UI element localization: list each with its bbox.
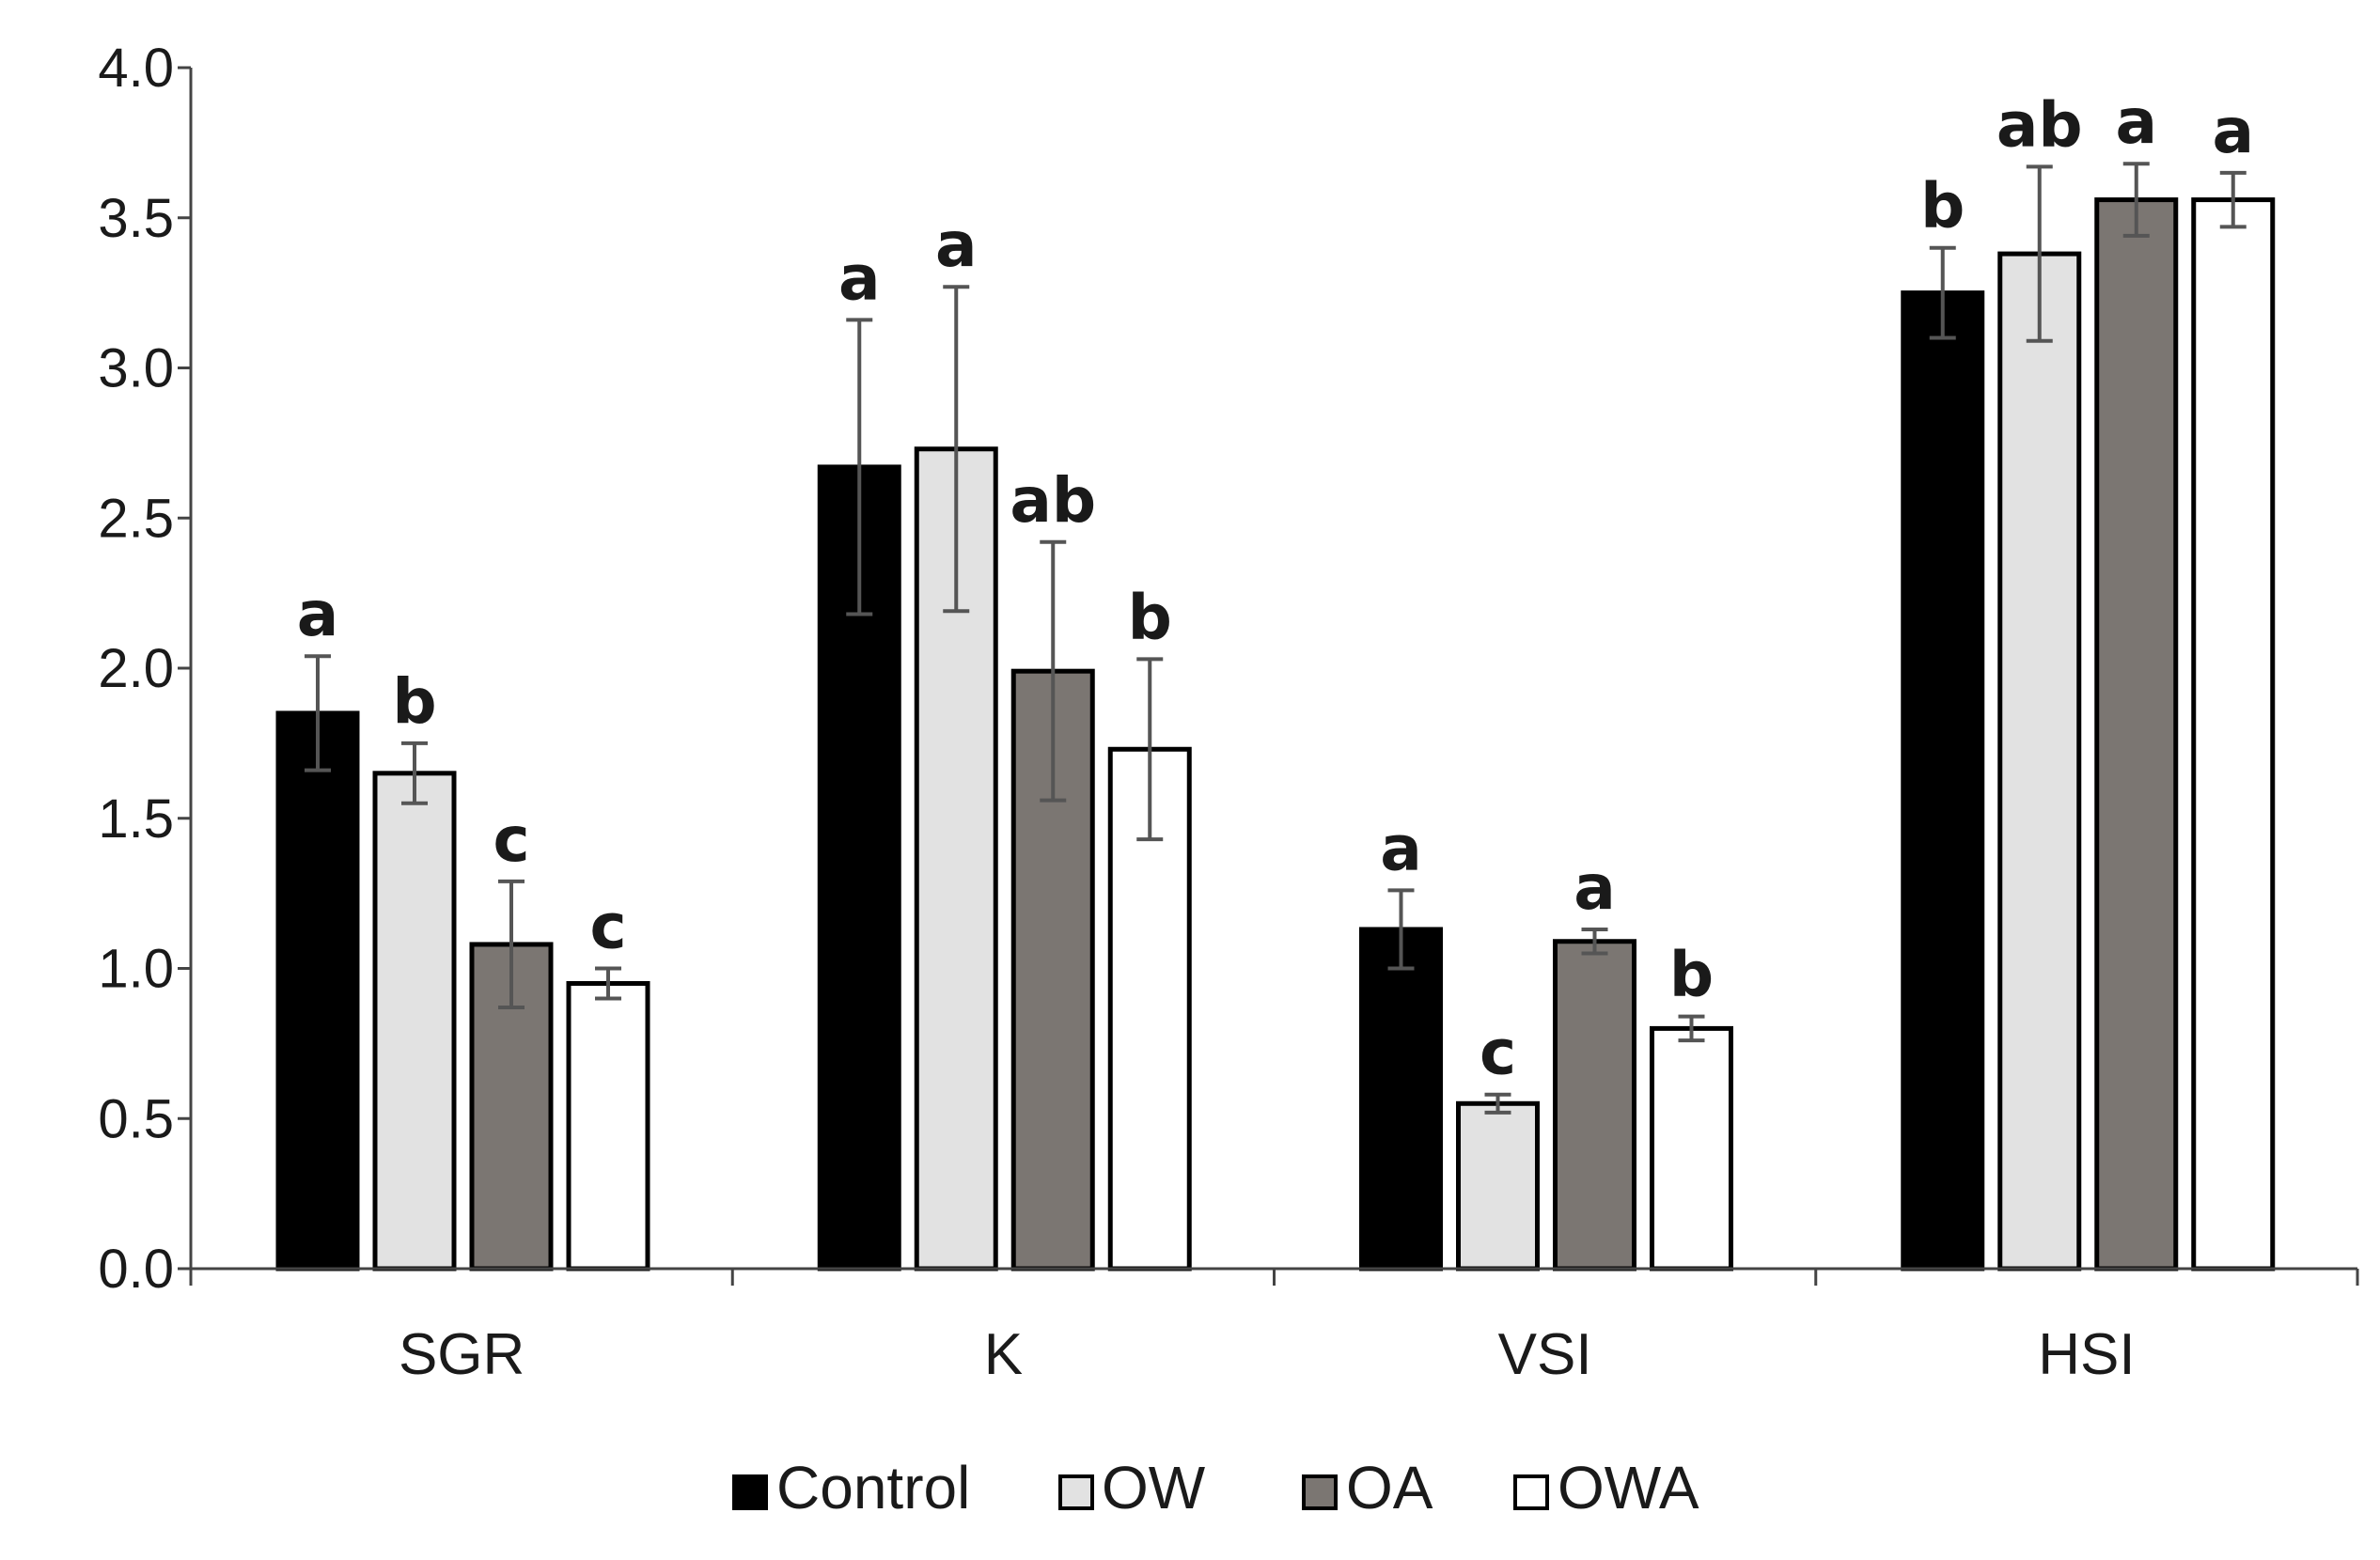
- significance-letter: c: [589, 891, 626, 963]
- category-label-sgr: SGR: [399, 1322, 525, 1387]
- legend-label-ow: OW: [1102, 1454, 1206, 1521]
- bar-owa-sgr: [566, 980, 650, 1271]
- y-tick-label: 3.0: [98, 338, 174, 399]
- bars: [275, 197, 2276, 1271]
- category-label-k: K: [984, 1322, 1023, 1387]
- significance-letter: a: [2115, 86, 2157, 158]
- legend-label-control: Control: [776, 1454, 970, 1521]
- y-tick-label: 0.0: [98, 1239, 174, 1300]
- y-axis-ticks: 0.0 0.5 1.0 1.5 2.0 2.5 3.0 3.5 4.0: [98, 38, 191, 1300]
- legend-label-owa: OWA: [1558, 1454, 1699, 1521]
- bar-control-hsi: [1901, 290, 1985, 1271]
- significance-letter: a: [2212, 95, 2254, 167]
- legend-swatch-control: [732, 1474, 768, 1510]
- y-tick-label: 1.0: [98, 939, 174, 1000]
- bar-control-sgr: [275, 710, 360, 1271]
- legend-swatch-oa: [1302, 1474, 1338, 1510]
- legend-label-oa: OA: [1346, 1454, 1433, 1521]
- legend-swatch-owa: [1513, 1474, 1549, 1510]
- significance-letter: c: [493, 803, 529, 876]
- significance-letter: ab: [1996, 88, 2083, 161]
- bar-ow-vsi: [1456, 1100, 1540, 1271]
- bar-control-vsi: [1359, 927, 1443, 1271]
- legend: Control OW OA OWA: [732, 1454, 1699, 1521]
- bar-owa-hsi: [2191, 197, 2276, 1271]
- significance-letter: a: [297, 578, 339, 650]
- significance-letter: b: [392, 665, 436, 738]
- category-label-hsi: HSI: [2038, 1322, 2135, 1387]
- category-labels: SGR K VSI HSI: [399, 1322, 2136, 1387]
- category-label-vsi: VSI: [1498, 1322, 1592, 1387]
- y-tick-label: 4.0: [98, 38, 174, 99]
- bar-ow-hsi: [1997, 251, 2082, 1271]
- bar-ow-sgr: [372, 771, 457, 1271]
- axes: [189, 68, 2359, 1286]
- significance-letter: a: [838, 242, 881, 314]
- y-tick-label: 2.5: [98, 488, 174, 549]
- bar-owa-vsi: [1650, 1025, 1733, 1271]
- bar-oa-vsi: [1553, 939, 1636, 1271]
- significance-letter: a: [1380, 812, 1422, 884]
- significance-letter: b: [1669, 939, 1714, 1011]
- y-tick-label: 1.5: [98, 788, 174, 850]
- significance-letter: a: [1574, 851, 1616, 924]
- significance-letter: b: [1920, 170, 1965, 242]
- significance-letter: ab: [1010, 464, 1096, 537]
- y-tick-label: 2.0: [98, 638, 174, 699]
- y-tick-label: 0.5: [98, 1088, 174, 1149]
- legend-swatch-ow: [1058, 1474, 1094, 1510]
- error-bars: [305, 162, 2247, 1115]
- significance-letter: a: [935, 209, 978, 281]
- significance-letter: b: [1128, 581, 1172, 653]
- significance-letter: c: [1480, 1017, 1516, 1089]
- bar-oa-hsi: [2094, 197, 2179, 1271]
- y-tick-label: 3.5: [98, 188, 174, 249]
